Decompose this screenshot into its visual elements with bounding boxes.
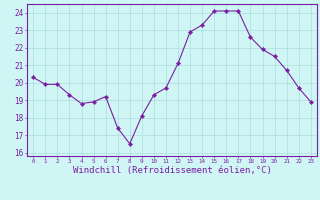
- X-axis label: Windchill (Refroidissement éolien,°C): Windchill (Refroidissement éolien,°C): [73, 166, 271, 175]
